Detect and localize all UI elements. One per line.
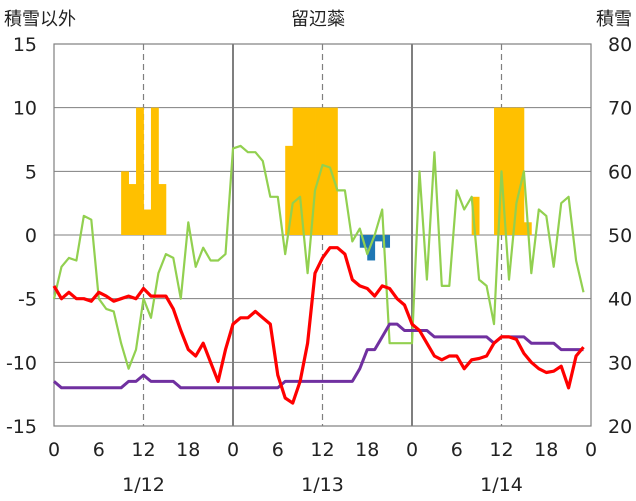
- left-y-tick-label: 15: [13, 34, 37, 56]
- x-tick-label: 18: [176, 439, 200, 461]
- date-label: 1/14: [480, 474, 523, 496]
- x-tick-label: 6: [451, 439, 463, 461]
- precip-bar: [374, 235, 383, 242]
- snow-bar: [285, 145, 294, 235]
- line-layer: [52, 144, 585, 405]
- x-tick-label: 18: [534, 439, 558, 461]
- x-tick-label: 12: [310, 439, 334, 461]
- snow-bar: [136, 107, 144, 235]
- snow-bar: [158, 184, 167, 235]
- x-tick-label: 6: [93, 439, 105, 461]
- right-y-tick-label: 60: [608, 161, 632, 183]
- snow-bar: [508, 107, 517, 235]
- snow-bar: [322, 107, 331, 235]
- green-series-line: [52, 144, 585, 370]
- snow-bar: [315, 107, 323, 235]
- x-tick-label: 0: [585, 439, 597, 461]
- left-y-tick-label: -15: [6, 416, 37, 438]
- axis-labels: 積雪以外 留辺蘂 積雪: [4, 9, 632, 30]
- x-tick-label: 0: [406, 439, 418, 461]
- x-tick-label: 0: [48, 439, 60, 461]
- temperature-line: [52, 246, 585, 405]
- right-y-tick-label: 70: [608, 98, 632, 120]
- right-y-tick-label: 20: [608, 416, 632, 438]
- left-y-tick-label: -10: [6, 352, 37, 374]
- snow-bar: [143, 209, 152, 235]
- purple-series-line: [53, 322, 584, 390]
- precip-bar: [367, 235, 376, 261]
- snow-bar: [300, 107, 308, 235]
- right-y-tick-label: 50: [608, 225, 632, 247]
- left-axis-title: 積雪以外: [4, 9, 76, 30]
- date-label: 1/13: [301, 474, 344, 496]
- date-label: 1/12: [122, 474, 165, 496]
- snow-bar: [307, 107, 316, 235]
- chart-title: 留辺蘂: [291, 9, 345, 30]
- x-tick-label: 12: [131, 439, 155, 461]
- x-tick-label: 12: [489, 439, 513, 461]
- snow-bar: [128, 184, 137, 235]
- x-tick-label: 0: [227, 439, 239, 461]
- left-y-tick-label: 0: [25, 225, 37, 247]
- snow-bar: [121, 171, 129, 235]
- right-y-tick-label: 80: [608, 34, 632, 56]
- bar-layer: [121, 107, 532, 261]
- snow-bar: [471, 196, 480, 235]
- snow-bar: [150, 107, 159, 235]
- snow-bar: [329, 107, 338, 235]
- right-axis-title: 積雪: [596, 9, 632, 30]
- snow-bar: [501, 107, 510, 235]
- left-y-tick-label: 10: [13, 98, 37, 120]
- snow-bar: [292, 107, 301, 235]
- left-y-tick-label: 5: [25, 161, 37, 183]
- right-y-tick-label: 40: [608, 289, 632, 311]
- precip-bar: [382, 235, 391, 248]
- x-tick-label: 6: [272, 439, 284, 461]
- snow-bar: [494, 107, 502, 235]
- right-y-tick-label: 30: [608, 352, 632, 374]
- left-y-tick-label: -5: [18, 289, 37, 311]
- x-tick-label: 18: [355, 439, 379, 461]
- snow-bar: [516, 107, 525, 235]
